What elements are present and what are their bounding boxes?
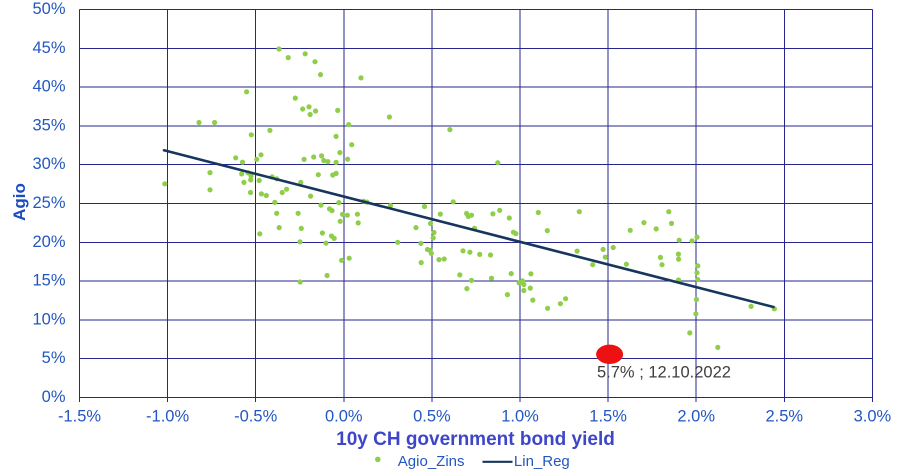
- svg-text:25%: 25%: [32, 194, 65, 212]
- svg-text:Agio: Agio: [10, 183, 29, 221]
- svg-text:1.0%: 1.0%: [501, 408, 539, 426]
- svg-text:45%: 45%: [32, 39, 65, 57]
- svg-text:50%: 50%: [32, 0, 65, 18]
- svg-text:30%: 30%: [32, 155, 65, 173]
- svg-text:0%: 0%: [42, 388, 66, 406]
- svg-text:1.5%: 1.5%: [589, 408, 627, 426]
- svg-text:15%: 15%: [32, 272, 65, 290]
- svg-text:2.5%: 2.5%: [765, 408, 803, 426]
- svg-text:5.7% ; 12.10.2022: 5.7% ; 12.10.2022: [597, 364, 731, 382]
- svg-text:-1.0%: -1.0%: [146, 408, 189, 426]
- svg-text:20%: 20%: [32, 233, 65, 251]
- svg-text:10y CH government bond yield: 10y CH government bond yield: [336, 429, 615, 450]
- svg-text:40%: 40%: [32, 78, 65, 96]
- svg-text:-1.5%: -1.5%: [58, 408, 101, 426]
- svg-text:0.5%: 0.5%: [413, 408, 451, 426]
- svg-text:10%: 10%: [32, 310, 65, 328]
- svg-text:-0.5%: -0.5%: [234, 408, 277, 426]
- svg-text:3.0%: 3.0%: [854, 408, 892, 426]
- svg-text:5%: 5%: [42, 349, 66, 367]
- svg-text:Agio_Zins: Agio_Zins: [398, 453, 465, 470]
- svg-text:35%: 35%: [32, 116, 65, 134]
- svg-text:0.0%: 0.0%: [325, 408, 363, 426]
- svg-text:2.0%: 2.0%: [677, 408, 715, 426]
- svg-text:Lin_Reg: Lin_Reg: [514, 453, 570, 470]
